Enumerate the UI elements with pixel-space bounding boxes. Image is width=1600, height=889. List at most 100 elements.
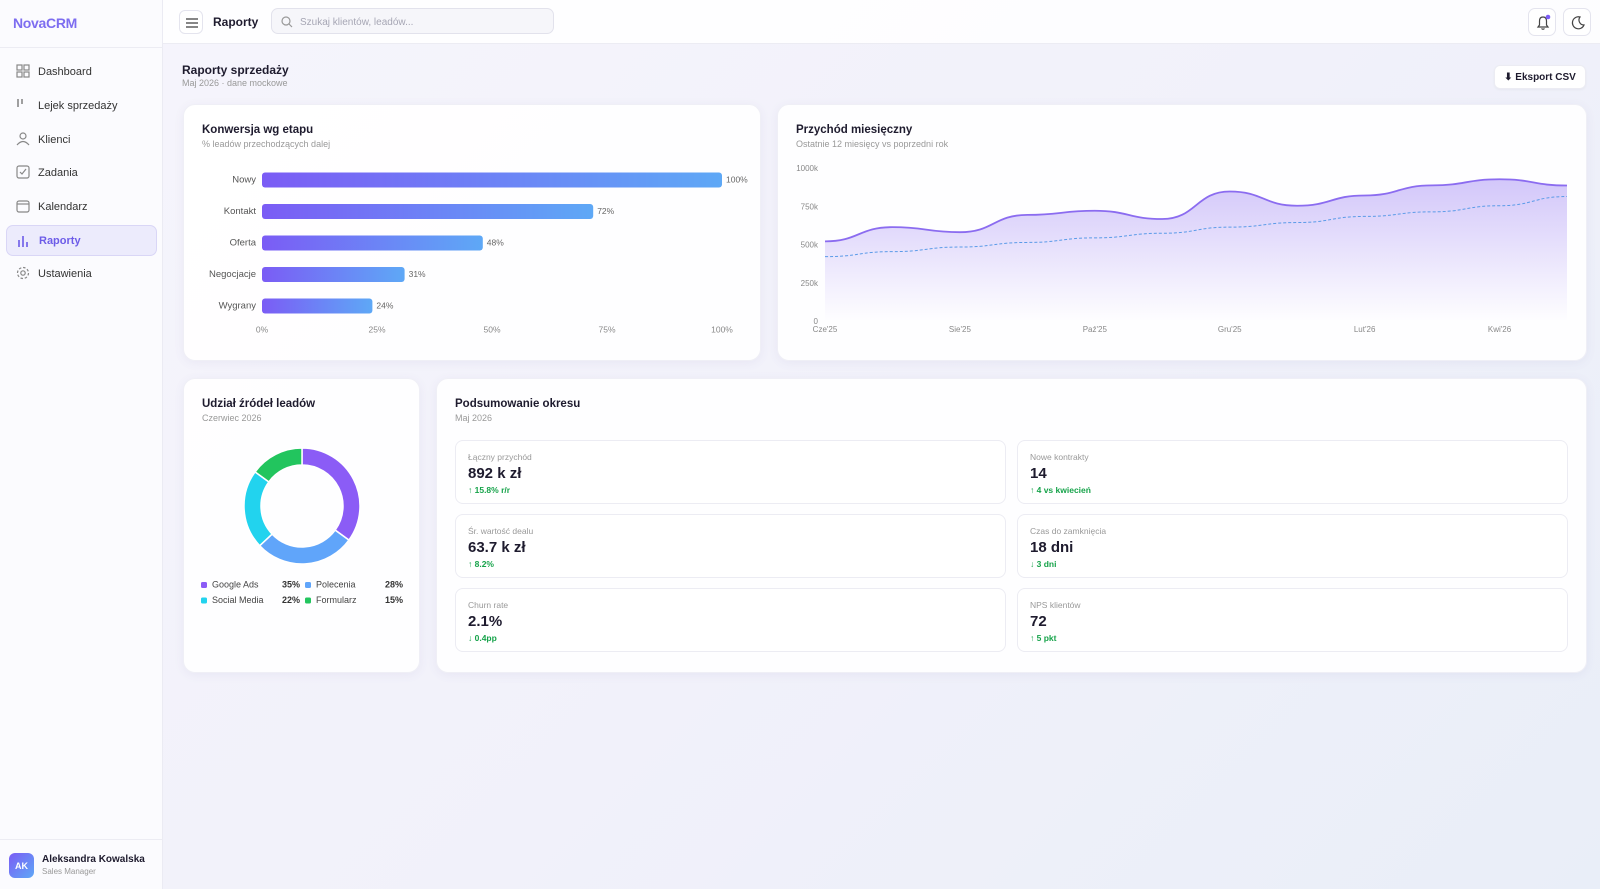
kpi-value: 2.1% (468, 613, 503, 630)
kpi-value: 63.7 k zł (468, 539, 526, 556)
x-tick-label: Cze'25 (813, 325, 838, 334)
legend-value: 28% (385, 579, 403, 589)
kpi-tile: Śr. wartość dealu 63.7 k zł ↑ 8.2% (455, 514, 1006, 578)
bar (262, 235, 483, 251)
chart: 0 250k 500k 750k 1000k Cze'25 Sie'25 Paź'25 Gru'… (796, 164, 1568, 334)
x-tick-label: Gru'25 (1218, 325, 1242, 334)
donut-slice (243, 470, 274, 547)
chart-card: Google Ads 35% Polecenia 28% Social Media 22%… (183, 378, 420, 673)
icon (16, 200, 30, 213)
kpi-value: 72 (1030, 613, 1047, 630)
kpi-change: ↑ 15.8% r/r (468, 485, 511, 495)
kpi-label: Śr. wartość dealu (468, 526, 534, 536)
legend-label: Formularz (316, 595, 357, 605)
legend-swatch (305, 582, 311, 588)
page-title: Raporty sprzedaży (182, 63, 289, 77)
notifications-button[interactable] (1528, 8, 1556, 36)
y-tick-label: 500k (801, 241, 819, 250)
icon (17, 99, 23, 107)
nav-item[interactable]: Zadania (6, 157, 157, 188)
icon (281, 16, 293, 28)
topbar-title: Raporty (213, 15, 259, 29)
kpi-change: ↓ 3 dni (1030, 559, 1057, 569)
nav-label: Klienci (38, 133, 71, 146)
card-subtitle: Czerwiec 2026 (202, 413, 262, 423)
search-box[interactable]: Szukaj klientów, leadów... (271, 8, 554, 34)
kpi-change: ↑ 8.2% (468, 559, 494, 569)
kpi-value: 18 dni (1030, 539, 1074, 556)
kpi-change: ↓ 0.4pp (468, 633, 497, 643)
legend-label: Polecenia (316, 579, 356, 589)
kpi-tile: Churn rate 2.1% ↓ 0.4pp (455, 588, 1006, 652)
value-label: 72% (597, 206, 614, 216)
legend-swatch (201, 597, 207, 604)
chart-card: 0% 25% 50% 75% 100% Nowy 100% Kontakt 72% Oferta 4… (183, 104, 761, 361)
card-title: Przychód miesięczny (796, 124, 913, 136)
nav-item[interactable]: Raporty (6, 225, 157, 256)
avatar: AK (9, 853, 34, 878)
nav-item[interactable]: Ustawienia (6, 258, 157, 289)
card-title: Udział źródeł leadów (202, 398, 316, 410)
legend-value: 35% (282, 579, 300, 589)
icon (16, 132, 30, 146)
line-series (824, 196, 1568, 258)
nav-item[interactable]: Klienci (6, 124, 157, 155)
theme-button[interactable] (1563, 8, 1591, 36)
x-tick-label: 0% (256, 324, 269, 334)
donut-slice (258, 529, 350, 565)
chart: 0% 25% 50% 75% 100% Nowy 100% Kontakt 72% Oferta 4… (209, 172, 748, 334)
export-button[interactable]: ⬇ Eksport CSV (1494, 65, 1586, 89)
page-subtitle: Maj 2026 · dane mockowe (182, 78, 288, 88)
kpi-label: Łączny przychód (468, 452, 532, 462)
legend-label: Social Media (212, 595, 264, 605)
kpi-tile: Czas do zamknięcia 18 dni ↓ 3 dni (1017, 514, 1568, 578)
kpi-change: ↑ 4 vs kwiecień (1030, 485, 1091, 495)
icon (16, 64, 30, 78)
icon (16, 165, 30, 179)
value-label: 100% (726, 174, 748, 184)
nav-item[interactable]: Dashboard (6, 56, 157, 87)
user-name: Aleksandra Kowalska (42, 854, 145, 865)
kpi-tile: NPS klientów 72 ↑ 5 pkt (1017, 588, 1568, 652)
kpi-value: 14 (1030, 465, 1047, 482)
chart: Google Ads 35% Polecenia 28% Social Media 22%… (201, 447, 403, 605)
kpi-label: Nowe kontrakty (1030, 452, 1089, 462)
legend-swatch (201, 582, 207, 588)
value-label: 31% (409, 269, 426, 279)
kpi-value: 892 k zł (468, 465, 522, 482)
menu-button[interactable] (179, 10, 203, 34)
user-role: Sales Manager (42, 867, 96, 876)
x-tick-label: Paź'25 (1083, 325, 1108, 334)
category-label: Kontakt (224, 206, 257, 217)
card-title: Konwersja wg etapu (202, 124, 314, 136)
nav-label: Ustawienia (38, 267, 92, 280)
search-placeholder: Szukaj klientów, leadów... (300, 17, 414, 28)
x-tick-label: 100% (711, 324, 733, 334)
summary-card: Podsumowanie okresu Maj 2026 Łączny przy… (436, 378, 1587, 673)
icon (1571, 16, 1585, 30)
nav-item[interactable]: Lejek sprzedaży (6, 90, 157, 121)
nav-label: Dashboard (38, 65, 92, 78)
nav-item[interactable]: Kalendarz (6, 191, 157, 222)
nav-label: Zadania (38, 166, 78, 179)
logo[interactable]: NovaCRM (13, 15, 78, 31)
legend-value: 15% (385, 595, 403, 605)
x-tick-label: 50% (483, 324, 500, 334)
legend-swatch (305, 597, 311, 604)
bar (262, 204, 594, 219)
icon (16, 266, 30, 280)
card-subtitle: Maj 2026 (455, 413, 493, 423)
y-tick-label: 250k (801, 279, 819, 288)
kpi-grid: Łączny przychód 892 k zł ↑ 15.8% r/r Nowe k… (455, 440, 1568, 652)
area-fill (825, 179, 1567, 322)
nav-label: Lejek sprzedaży (38, 99, 118, 112)
bar (262, 267, 405, 282)
donut-slice (254, 447, 303, 483)
y-tick-label: 0 (814, 317, 819, 326)
legend-label: Google Ads (212, 579, 259, 589)
value-label: 24% (376, 300, 393, 310)
divider (0, 839, 163, 840)
chart-card: 0 250k 500k 750k 1000k Cze'25 Sie'25 Paź'25 Gru'… (777, 104, 1587, 361)
